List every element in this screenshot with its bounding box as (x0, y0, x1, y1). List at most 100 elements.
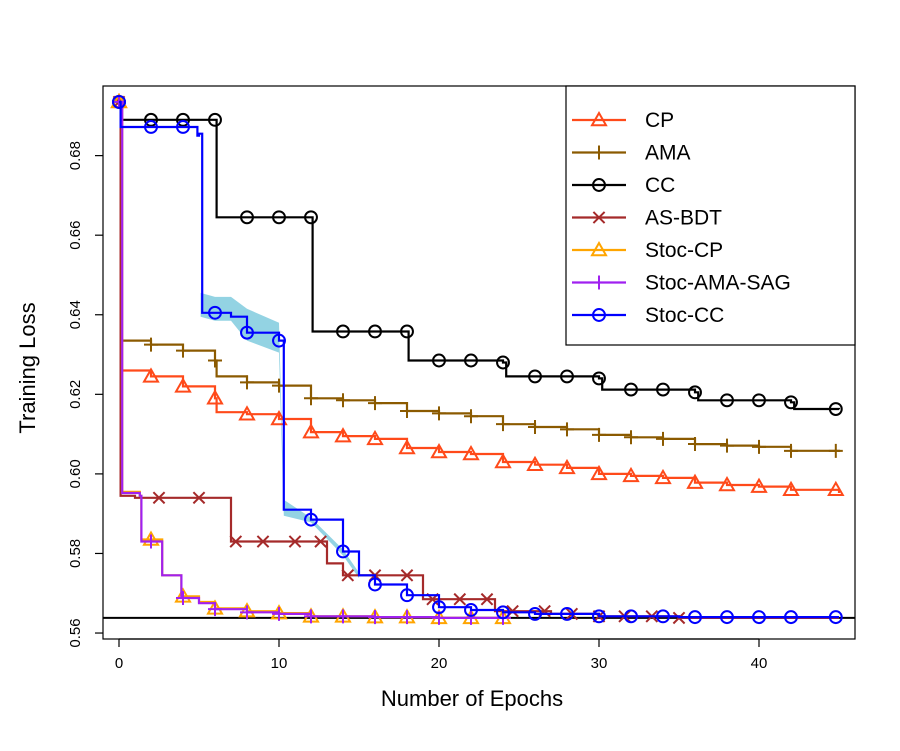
point-as-bdt-1 (152, 491, 166, 505)
point-cc-2 (176, 112, 190, 127)
point-cp-4 (238, 405, 256, 421)
point-stoc-cc-21 (784, 610, 798, 625)
point-stoc-cc-18 (688, 610, 702, 625)
point-stoc-ama-sag-5 (272, 606, 286, 621)
point-cp-8 (366, 429, 384, 446)
point-cc-11 (464, 353, 478, 368)
y-tick-label: 0.56 (67, 618, 84, 647)
point-cp-22 (827, 480, 845, 497)
point-stoc-cc-3 (208, 305, 222, 320)
x-axis-title: Number of Epochs (381, 686, 563, 711)
point-as-bdt-6 (314, 535, 327, 548)
point-ama-13 (528, 419, 542, 434)
point-stoc-ama-sag-8 (368, 610, 382, 625)
point-as-bdt-7 (341, 569, 355, 582)
point-ama-18 (688, 437, 702, 452)
point-stoc-ama-sag-1 (144, 534, 158, 549)
point-cc-12 (496, 355, 510, 370)
point-stoc-cc-17 (656, 609, 670, 624)
point-stoc-cc-14 (560, 606, 574, 621)
legend-box (565, 85, 856, 346)
legend-entry-stoc-cp: Stoc-CP (572, 239, 723, 262)
point-cc-15 (592, 371, 606, 386)
point-ama-6 (304, 391, 318, 406)
point-ama-15 (592, 427, 606, 442)
point-stoc-cc-20 (752, 610, 766, 625)
point-cc-16 (624, 382, 638, 397)
point-cc-6 (304, 210, 318, 225)
y-tick-label: 0.64 (67, 300, 84, 329)
point-as-bdt-9 (400, 569, 414, 582)
point-as-bdt-11 (453, 592, 467, 606)
legend-entry-stoc-ama-sag: Stoc-AMA-SAG (572, 272, 791, 295)
point-stoc-cc-15 (592, 609, 606, 624)
point-cc-9 (400, 324, 414, 339)
point-stoc-cc-22 (828, 610, 843, 625)
point-stoc-ama-sag-2 (176, 591, 190, 606)
series-line-cp (119, 100, 841, 493)
point-ama-14 (560, 422, 574, 437)
point-cc-14 (560, 369, 574, 384)
point-stoc-cc-0 (112, 94, 126, 109)
series-cc (112, 94, 843, 416)
point-cp-21 (782, 480, 800, 497)
series-line-stoc-cc (119, 100, 839, 619)
point-stoc-cc-9 (400, 588, 414, 603)
series-cp (110, 92, 845, 497)
point-stoc-ama-sag-7 (336, 609, 350, 624)
y-tick-label: 0.62 (67, 380, 84, 409)
point-cp-12 (494, 452, 512, 469)
legend-marker-stoc-ama-sag (592, 275, 606, 290)
y-axis: 0.56 0.58 0.60 0.62 0.64 0.66 0.68 (67, 141, 103, 648)
x-axis: 0 10 20 30 40 (115, 638, 768, 672)
point-stoc-ama-sag-11 (464, 610, 478, 625)
legend-label-cc: CC (645, 174, 675, 197)
legend-entry-ama: AMA (572, 142, 691, 165)
x-tick-label: 40 (751, 655, 768, 672)
legend-entry-stoc-cc: Stoc-CC (572, 304, 724, 327)
point-ama-22 (828, 443, 843, 458)
series-stoc-cp (110, 92, 512, 625)
point-stoc-cc-4 (240, 325, 254, 340)
point-cc-10 (432, 353, 446, 368)
legend-marker-cc (592, 178, 606, 192)
point-cp-15 (590, 464, 608, 481)
point-ama-16 (624, 430, 638, 445)
series-stoc-ama-sag (112, 94, 511, 625)
point-cp-17 (654, 468, 672, 485)
legend-label-as-bdt: AS-BDT (645, 207, 722, 230)
y-tick-label: 0.68 (67, 141, 84, 170)
point-ama-19 (720, 438, 734, 453)
legend-marker-stoc-cc (592, 308, 606, 322)
point-ama-12 (496, 417, 510, 432)
point-as-bdt-4 (256, 535, 270, 548)
point-cc-1 (144, 112, 158, 127)
point-as-bdt-2 (192, 491, 206, 505)
point-ama-2 (176, 343, 190, 358)
point-ama-10 (432, 406, 446, 421)
y-tick-label: 0.60 (67, 459, 84, 488)
point-ama-8 (368, 396, 382, 411)
point-cp-16 (622, 466, 640, 483)
point-stoc-cc-5 (272, 333, 286, 348)
point-cc-21 (784, 395, 798, 410)
point-as-bdt-12 (480, 592, 494, 606)
point-stoc-ama-sag-6 (304, 609, 318, 624)
point-stoc-cc-8 (368, 577, 382, 592)
point-cc-22 (828, 402, 843, 416)
point-cp-11 (462, 444, 480, 461)
point-stoc-cc-7 (336, 544, 350, 559)
point-cc-17 (656, 382, 670, 397)
point-ama-1 (144, 337, 158, 352)
point-stoc-cc-16 (624, 609, 638, 624)
point-cp-20 (750, 477, 768, 493)
x-tick-label: 30 (591, 655, 608, 672)
legend: CP AMA CC AS-BDT Stoc-CP Stoc-AMA-SAG Stoc-CC (565, 85, 856, 346)
series-layer (110, 92, 845, 625)
point-as-bdt-3 (229, 535, 243, 548)
legend-label-stoc-ama-sag: Stoc-AMA-SAG (645, 272, 791, 295)
point-cc-8 (368, 324, 382, 339)
legend-entry-as-bdt: AS-BDT (572, 207, 722, 230)
point-stoc-cc-13 (528, 606, 542, 621)
